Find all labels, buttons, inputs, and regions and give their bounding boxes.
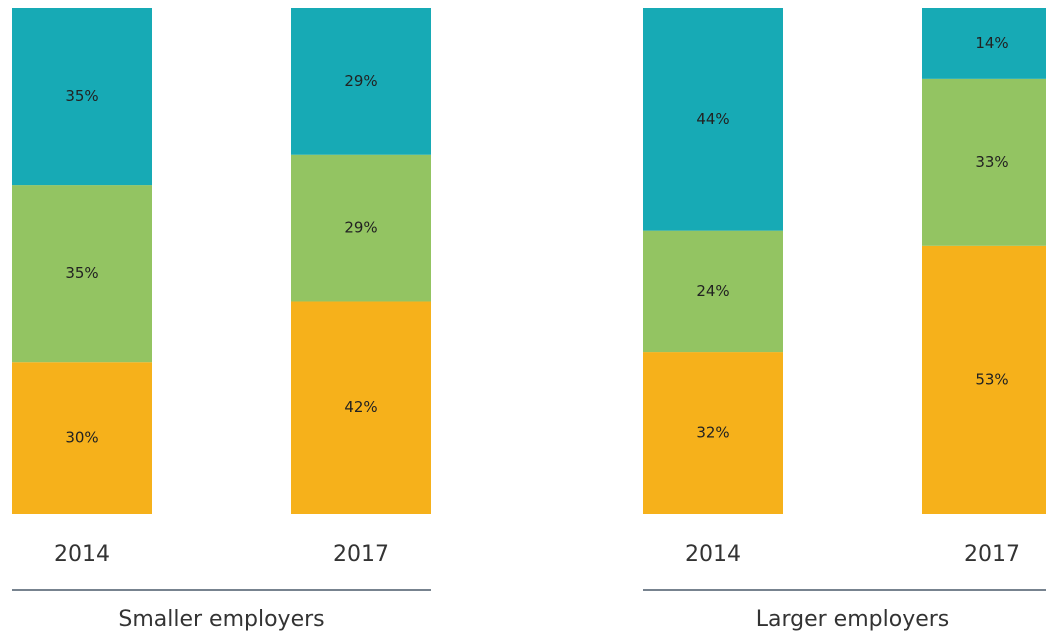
data-label: 35% (65, 264, 98, 282)
bar-segment (922, 245, 1046, 514)
x-axis-label: Smaller employers (118, 607, 324, 632)
bar-segment (643, 230, 783, 353)
data-label: 44% (696, 110, 729, 128)
data-label: 30% (65, 429, 98, 447)
bar-segment (12, 362, 152, 514)
x-axis-label: Larger employers (756, 607, 950, 632)
bar-segment (291, 8, 431, 155)
data-label: 42% (344, 398, 377, 416)
bar-segment (12, 185, 152, 363)
x-tick-label: 2014 (54, 542, 110, 567)
x-tick-label: 2014 (685, 542, 741, 567)
data-label: 53% (975, 370, 1008, 388)
bar-segment (643, 352, 783, 514)
bar-segment (922, 78, 1046, 246)
data-label: 29% (344, 219, 377, 237)
data-label: 14% (975, 34, 1008, 52)
bar-segment (291, 154, 431, 302)
bar-segment (12, 8, 152, 186)
x-tick-label: 2017 (964, 542, 1020, 567)
bar-segment (922, 8, 1046, 79)
data-label: 35% (65, 87, 98, 105)
data-label: 33% (975, 153, 1008, 171)
bar-segment (643, 8, 783, 231)
data-label: 29% (344, 72, 377, 90)
data-label: 24% (696, 282, 729, 300)
data-label: 32% (696, 424, 729, 442)
bar-segment (291, 301, 431, 514)
x-tick-label: 2017 (333, 542, 389, 567)
